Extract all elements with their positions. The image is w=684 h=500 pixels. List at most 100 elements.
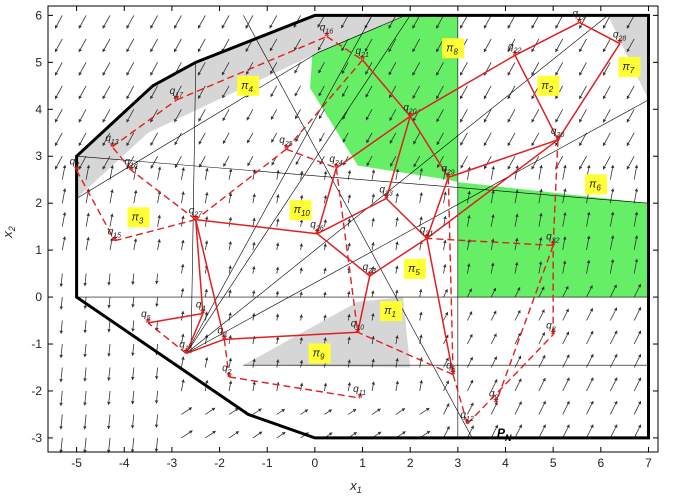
region-label-bg-pi1	[380, 301, 403, 322]
node-marker-q24: *	[334, 160, 340, 175]
dashed-edge-q25-q24	[286, 148, 337, 169]
vector-head-397	[531, 48, 535, 53]
vector-head-51	[102, 142, 106, 146]
vector-head-360	[483, 25, 487, 29]
node-label-sub-q21: 21	[360, 52, 369, 59]
node-marker-q18: *	[129, 162, 135, 177]
vector-head-115	[211, 407, 216, 412]
node-label-sub-q17: 17	[175, 92, 184, 99]
vector-head-147	[222, 117, 226, 121]
vector-head-409	[563, 188, 567, 192]
vector-head-440	[614, 354, 618, 358]
solid-edge-q26-q23	[316, 197, 387, 235]
region-label-sub-pi5: 5	[415, 268, 420, 277]
vector-head-388	[538, 237, 543, 241]
vector-head-259	[366, 162, 370, 166]
y-tick-label-6: 6	[35, 8, 42, 22]
trajectory-nodes: *q1*q2*q3*q4*q5*q6*q7*q8*q9*q10*q11*q12*…	[70, 8, 627, 430]
node-marker-q26: *	[315, 226, 321, 241]
vector-head-302	[412, 48, 416, 53]
region-label-sub-pi10: 10	[301, 209, 310, 218]
vector-head-17	[54, 48, 59, 53]
vector-head-24	[83, 329, 87, 334]
vector-head-108	[174, 141, 178, 146]
region-label-sub-pi8: 8	[453, 47, 458, 56]
vector-head-110	[174, 95, 178, 99]
vector-head-426	[586, 235, 591, 240]
node-label-sub-q10: 10	[356, 324, 364, 331]
vector-head-10	[62, 188, 67, 192]
vector-head-106	[181, 167, 185, 171]
vector-head-291	[418, 289, 423, 293]
vector-head-359	[483, 48, 487, 53]
vector-head-72	[126, 95, 130, 99]
region-label-sub-pi2: 2	[548, 85, 554, 94]
vector-head-220	[323, 170, 328, 175]
partition-line-1	[76, 155, 649, 204]
polytope-boundary	[75, 13, 650, 440]
vector-head-230	[347, 382, 352, 386]
vector-head-44	[107, 304, 111, 309]
y-axis-label: x2	[0, 226, 17, 239]
y-tick-label-2: 2	[35, 196, 42, 210]
vector-head-28	[86, 212, 90, 217]
vector-head-119	[204, 311, 209, 315]
node-marker-q15: *	[112, 233, 118, 248]
vector-head-0	[59, 449, 63, 453]
pn-label: PN	[497, 426, 512, 443]
vector-head-90	[150, 118, 154, 123]
vector-head-308	[445, 334, 449, 339]
vector-head-319	[436, 95, 440, 99]
vector-head-177	[275, 291, 280, 295]
solid-edge-q4-q27	[194, 219, 204, 314]
vector-head-384	[541, 332, 546, 336]
x-tick-label--1: -1	[262, 456, 273, 470]
vector-head-186	[270, 93, 274, 97]
vector-head-175	[275, 336, 280, 340]
vector-head-99	[181, 333, 185, 338]
vector-head-236	[347, 242, 351, 247]
vector-head-198	[299, 243, 304, 247]
vector-head-261	[365, 116, 370, 121]
vector-head-225	[318, 69, 322, 74]
vector-head-375	[507, 118, 511, 123]
dashed-edge-q3-q2	[223, 339, 230, 377]
vector-head-442	[613, 307, 618, 312]
node-label-sub-q2: 2	[227, 369, 232, 376]
vector-head-30	[86, 164, 91, 169]
x-tick-label-3: 3	[455, 456, 462, 470]
vector-head-61	[131, 352, 135, 356]
x-tick-label-5: 5	[550, 456, 557, 470]
vector-head-131	[197, 48, 202, 53]
partition-line-4	[190, 62, 197, 354]
vector-head-205	[294, 92, 298, 97]
vector-head-55	[102, 48, 106, 53]
vector-head-149	[221, 71, 226, 76]
vector-head-392	[531, 165, 535, 170]
vector-head-194	[299, 337, 304, 341]
vector-head-430	[579, 165, 583, 170]
vector-head-229	[352, 409, 357, 413]
vector-head-464	[634, 235, 639, 239]
node-marker-q23: *	[384, 190, 390, 205]
vector-head-34	[78, 95, 82, 99]
vector-head-52	[102, 118, 106, 123]
vector-head-322	[436, 25, 440, 29]
vector-head-181	[276, 194, 280, 198]
vector-head-185	[270, 116, 275, 120]
vector-head-174	[275, 359, 280, 363]
vector-head-120	[204, 288, 209, 293]
vector-head-1	[59, 426, 63, 430]
node-label-q2: q2	[222, 363, 232, 376]
vector-head-114	[212, 430, 216, 435]
node-label-sub-q20: 20	[408, 108, 417, 115]
vector-head-201	[299, 170, 304, 175]
vector-head-404	[565, 308, 569, 313]
vector-head-345	[493, 356, 498, 360]
vector-head-176	[275, 313, 280, 318]
vector-head-65	[133, 238, 138, 242]
vector-head-222	[319, 138, 323, 142]
vector-head-328	[469, 311, 473, 315]
vector-head-168	[246, 71, 250, 75]
